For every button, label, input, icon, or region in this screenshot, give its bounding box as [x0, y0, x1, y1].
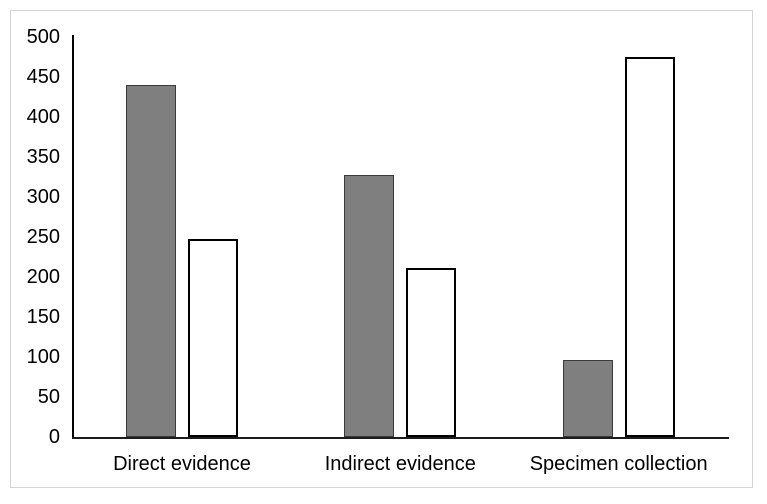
y-tick-label: 350 — [26, 146, 60, 168]
y-tick-label: 300 — [26, 186, 60, 208]
chart-frame: 0 50 100 150 200 250 300 350 400 450 500 Direct ev… — [10, 10, 753, 488]
bar-group-direct-evidence — [73, 37, 291, 437]
bar-gray-specimen-collection — [562, 360, 613, 437]
y-axis-line — [72, 35, 74, 439]
y-tick-label: 250 — [26, 226, 60, 248]
bar-gray-direct-evidence — [126, 85, 176, 437]
x-axis-line — [72, 437, 729, 439]
bar-group-specimen-collection — [510, 37, 728, 437]
y-tick-label: 50 — [37, 386, 60, 408]
bar-group-indirect-evidence — [291, 37, 509, 437]
y-tick-label: 150 — [26, 306, 60, 328]
x-category-label-direct-evidence: Direct evidence — [113, 453, 251, 475]
bar-white-specimen-collection — [624, 57, 675, 437]
bar-white-indirect-evidence — [406, 268, 457, 437]
y-tick-label: 200 — [26, 266, 60, 288]
y-tick-label: 500 — [26, 26, 60, 48]
bar-white-direct-evidence — [188, 239, 238, 437]
y-tick-label: 400 — [26, 106, 60, 128]
x-category-label-indirect-evidence: Indirect evidence — [324, 453, 476, 475]
y-tick-label: 450 — [26, 66, 60, 88]
y-tick-label: 0 — [48, 426, 60, 448]
bar-gray-indirect-evidence — [344, 174, 395, 437]
x-category-label-specimen-collection: Specimen collection — [529, 453, 708, 475]
y-tick-label: 100 — [26, 346, 60, 368]
